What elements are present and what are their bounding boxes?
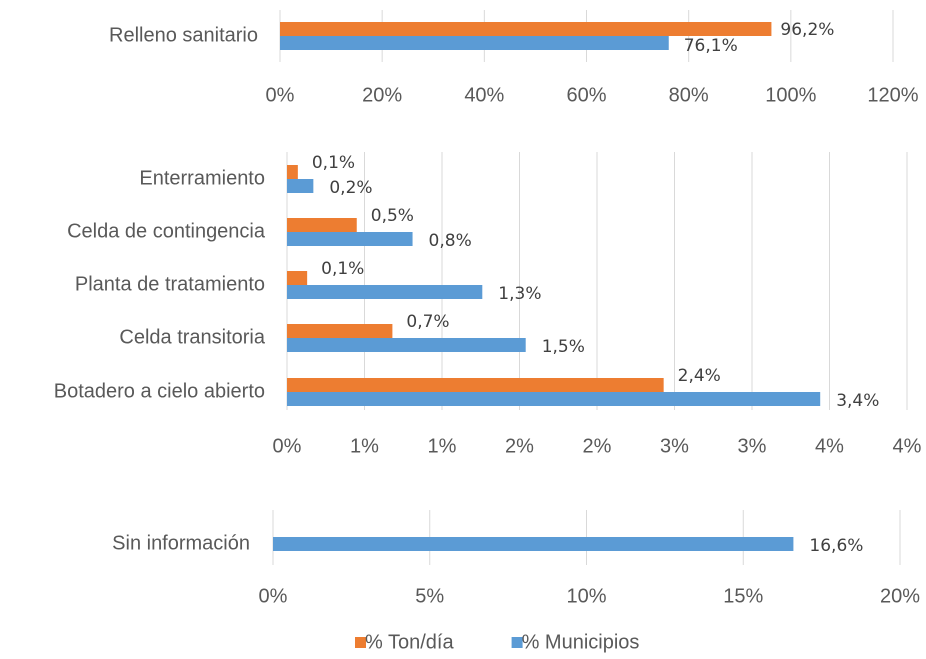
bar <box>287 271 308 285</box>
category-label: Relleno sanitario <box>109 24 258 46</box>
bar <box>287 179 314 193</box>
legend-label: % Municipios <box>522 631 640 653</box>
bar <box>287 165 298 179</box>
value-label: 3,4% <box>836 391 879 411</box>
x-tick-label: 40% <box>464 84 504 106</box>
value-label: 0,2% <box>329 178 372 198</box>
category-label: Botadero a cielo abierto <box>54 380 265 402</box>
x-tick-label: 0% <box>266 84 295 106</box>
category-label: Celda transitoria <box>119 326 266 348</box>
x-tick-label: 1% <box>350 435 379 457</box>
x-tick-label: 2% <box>583 435 612 457</box>
value-label: 0,1% <box>312 153 355 173</box>
x-tick-label: 20% <box>880 585 920 607</box>
value-label: 0,8% <box>429 231 472 251</box>
value-label: 96,2% <box>780 20 834 40</box>
x-tick-label: 10% <box>566 585 606 607</box>
value-label: 0,1% <box>321 259 364 279</box>
bar <box>280 22 772 36</box>
value-label: 76,1% <box>684 36 738 56</box>
x-tick-label: 60% <box>566 84 606 106</box>
legend-swatch <box>355 637 366 648</box>
x-tick-label: 3% <box>738 435 767 457</box>
value-label: 1,3% <box>498 284 541 304</box>
value-label: 0,5% <box>371 206 414 226</box>
bar <box>287 285 483 299</box>
category-label: Sin información <box>112 532 250 554</box>
x-tick-label: 4% <box>815 435 844 457</box>
bar <box>287 232 413 246</box>
x-tick-label: 2% <box>505 435 534 457</box>
x-tick-label: 20% <box>362 84 402 106</box>
value-label: 2,4% <box>678 366 721 386</box>
legend-label: % Ton/día <box>365 631 454 653</box>
category-label: Planta de tratamiento <box>75 273 265 295</box>
x-tick-label: 0% <box>273 435 302 457</box>
bar <box>287 218 357 232</box>
x-tick-label: 3% <box>660 435 689 457</box>
value-label: 0,7% <box>406 312 449 332</box>
x-tick-label: 0% <box>259 585 288 607</box>
x-tick-label: 100% <box>765 84 816 106</box>
bar <box>273 537 794 551</box>
x-tick-label: 4% <box>893 435 922 457</box>
bar <box>287 392 821 406</box>
bar <box>287 338 526 352</box>
bar <box>287 324 393 338</box>
x-tick-label: 15% <box>723 585 763 607</box>
x-tick-label: 80% <box>669 84 709 106</box>
category-label: Celda de contingencia <box>67 220 266 242</box>
bar <box>287 378 664 392</box>
x-tick-label: 120% <box>867 84 918 106</box>
category-label: Enterramiento <box>139 167 265 189</box>
legend-swatch <box>511 637 523 648</box>
bar <box>280 36 669 50</box>
x-tick-label: 1% <box>428 435 457 457</box>
value-label: 16,6% <box>809 536 863 556</box>
value-label: 1,5% <box>542 337 585 357</box>
x-tick-label: 5% <box>415 585 444 607</box>
